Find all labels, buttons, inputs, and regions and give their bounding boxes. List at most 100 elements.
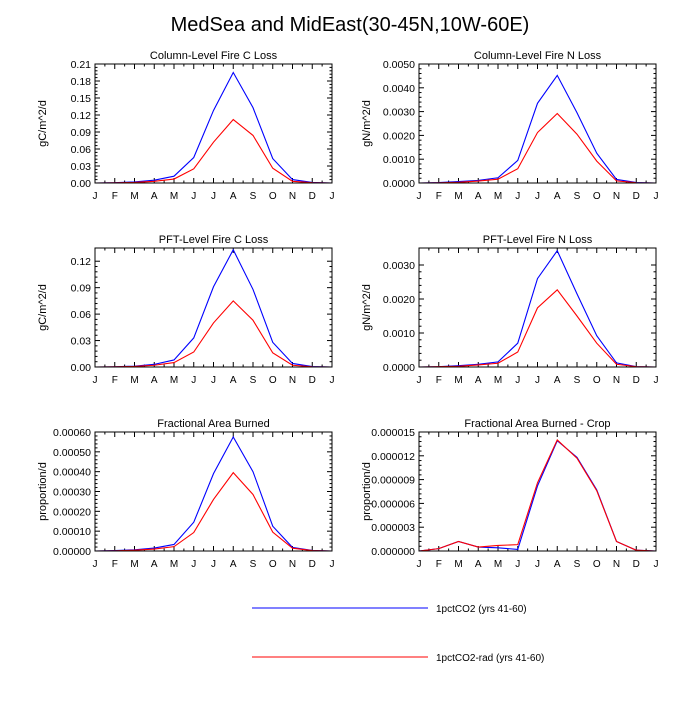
x-tick-label: F <box>436 191 442 202</box>
y-axis-label: gN/m^2/d <box>361 100 373 147</box>
x-tick-label: J <box>654 559 659 570</box>
x-tick-label: A <box>554 375 561 386</box>
y-tick-label: 0.00 <box>71 362 92 374</box>
x-tick-label: J <box>515 191 520 202</box>
x-tick-label: A <box>554 191 561 202</box>
y-tick-label: 0.12 <box>71 256 92 268</box>
y-axis-label: proportion/d <box>361 462 373 521</box>
y-tick-label: 0.09 <box>71 283 92 295</box>
x-tick-label: S <box>574 559 581 570</box>
panel-title: Fractional Area Burned <box>157 418 270 430</box>
chart-panel-3: PFT-Level Fire C Loss gC/m^2/d J F M A M J J A S O N… <box>37 234 335 386</box>
y-tick-label: 0.18 <box>71 76 92 88</box>
y-tick-label: 0.0000 <box>383 178 415 190</box>
chart-panel-1: Column-Level Fire C Loss gC/m^2/d J F M A M J J A… <box>37 50 335 202</box>
y-tick-label: 0.000015 <box>371 427 415 439</box>
x-tick-label: D <box>633 559 640 570</box>
x-tick-label: M <box>494 191 502 202</box>
panel-title: Column-Level Fire N Loss <box>474 50 602 62</box>
y-tick-label: 0.00030 <box>53 487 91 499</box>
x-tick-label: N <box>613 191 620 202</box>
x-tick-label: N <box>613 559 620 570</box>
x-tick-label: J <box>330 559 335 570</box>
plot-frame <box>94 431 333 552</box>
x-tick-label: J <box>654 375 659 386</box>
x-tick-label: D <box>309 191 316 202</box>
y-tick-label: 0.0030 <box>383 107 415 119</box>
x-tick-label: M <box>170 191 178 202</box>
x-tick-label: M <box>454 559 462 570</box>
series-line-1pctco2-rad <box>94 118 333 184</box>
x-tick-label: S <box>250 559 257 570</box>
y-tick-label: 0.0040 <box>383 83 415 95</box>
y-tick-label: 0.03 <box>71 336 92 348</box>
plot-frame <box>94 63 333 184</box>
x-tick-label: M <box>130 375 138 386</box>
x-tick-label: J <box>535 191 540 202</box>
legend-label-1pctco2: 1pctCO2 (yrs 41-60) <box>436 604 527 615</box>
x-tick-label: J <box>93 191 98 202</box>
figure-title: MedSea and MidEast(30-45N,10W-60E) <box>171 14 530 36</box>
series-line-1pctco2-rad <box>418 112 657 184</box>
series-line-1pctco2 <box>418 74 657 184</box>
plot-frame <box>418 431 657 552</box>
y-tick-label: 0.06 <box>71 144 92 156</box>
x-tick-label: A <box>151 375 158 386</box>
series-line-1pctco2 <box>94 435 333 552</box>
x-tick-label: O <box>269 191 277 202</box>
x-tick-label: J <box>515 559 520 570</box>
x-tick-label: M <box>170 559 178 570</box>
y-tick-label: 0.0050 <box>383 59 415 71</box>
y-tick-label: 0.0030 <box>383 260 415 272</box>
x-tick-label: J <box>535 375 540 386</box>
x-tick-label: D <box>633 375 640 386</box>
x-tick-label: A <box>475 191 482 202</box>
legend: 1pctCO2 (yrs 41-60) 1pctCO2-rad (yrs 41-… <box>252 604 544 664</box>
y-tick-label: 0.000000 <box>371 546 415 558</box>
x-tick-label: J <box>417 375 422 386</box>
y-tick-label: 0.0020 <box>383 130 415 142</box>
x-tick-label: M <box>454 191 462 202</box>
y-tick-label: 0.000012 <box>371 451 415 463</box>
x-tick-label: M <box>494 559 502 570</box>
x-tick-label: M <box>170 375 178 386</box>
series-line-1pctco2 <box>94 248 333 368</box>
x-tick-label: J <box>211 375 216 386</box>
x-tick-label: J <box>417 559 422 570</box>
x-tick-label: N <box>613 375 620 386</box>
x-tick-label: O <box>269 375 277 386</box>
series-line-1pctco2 <box>418 249 657 368</box>
y-tick-label: 0.0020 <box>383 294 415 306</box>
x-tick-label: O <box>593 191 601 202</box>
x-tick-label: D <box>633 191 640 202</box>
y-tick-label: 0.09 <box>71 127 92 139</box>
x-tick-label: F <box>112 559 118 570</box>
panel-title: PFT-Level Fire C Loss <box>159 234 269 246</box>
x-tick-label: S <box>250 191 257 202</box>
y-tick-label: 0.000006 <box>371 498 415 510</box>
x-tick-label: F <box>436 559 442 570</box>
series-line-1pctco2-rad <box>418 289 657 368</box>
x-tick-label: J <box>191 375 196 386</box>
x-tick-label: A <box>151 559 158 570</box>
y-tick-label: 0.0010 <box>383 154 415 166</box>
panel-title: Fractional Area Burned - Crop <box>464 418 610 430</box>
x-tick-label: J <box>330 375 335 386</box>
y-tick-label: 0.0000 <box>383 362 415 374</box>
y-tick-label: 0.06 <box>71 309 92 321</box>
series-line-1pctco2 <box>418 439 657 552</box>
x-tick-label: J <box>330 191 335 202</box>
x-tick-label: J <box>191 559 196 570</box>
x-tick-label: M <box>130 191 138 202</box>
x-tick-label: J <box>191 191 196 202</box>
x-tick-label: J <box>417 191 422 202</box>
x-tick-label: N <box>289 559 296 570</box>
x-tick-label: M <box>130 559 138 570</box>
x-tick-label: O <box>593 375 601 386</box>
y-tick-label: 0.00 <box>71 178 92 190</box>
x-tick-label: M <box>454 375 462 386</box>
chart-panel-5: Fractional Area Burned proportion/d J F M A M J… <box>37 418 335 570</box>
x-tick-label: F <box>112 191 118 202</box>
y-tick-label: 0.00050 <box>53 447 91 459</box>
